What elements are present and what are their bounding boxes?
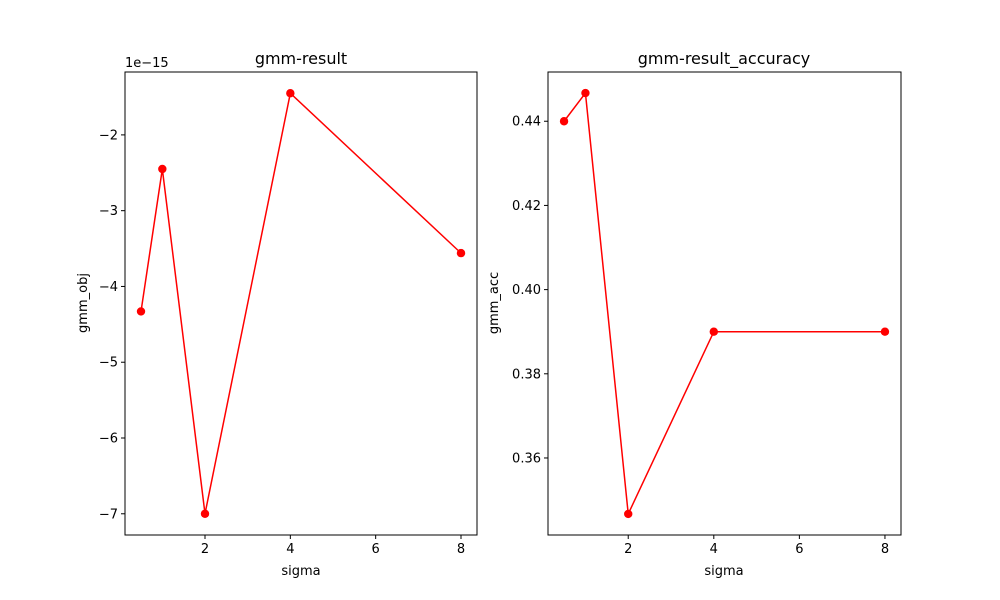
data-point <box>624 509 633 519</box>
y-tick-label: −7 <box>99 507 118 522</box>
x-tick-label: 4 <box>286 542 294 557</box>
y-tick-label: −6 <box>99 432 118 447</box>
axis-ticks: 2 4 6 8 −7 −6 −5 −4 −3 −2 <box>99 128 465 557</box>
x-tick-label: 4 <box>710 542 718 557</box>
data-point <box>200 509 210 518</box>
subplot-gmm-result: gmm-result 1e−15 sigma gmm_obj 2 4 6 8 −7 −6 −… <box>76 49 478 579</box>
data-point <box>456 248 466 258</box>
plot-area <box>136 89 466 518</box>
y-tick-label: 0.44 <box>512 115 541 130</box>
y-tick-label: 0.38 <box>512 367 541 382</box>
data-point <box>136 307 146 316</box>
data-point <box>880 327 890 336</box>
subplot-gmm-result-accuracy: gmm-result_accuracy sigma gmm_acc 2 4 6 8 0.… <box>487 49 902 579</box>
x-tick-label: 8 <box>457 542 465 557</box>
y-axis-label: gmm_acc <box>487 272 502 334</box>
y-tick-label: 0.42 <box>512 199 541 214</box>
axis-ticks: 2 4 6 8 0.36 0.38 0.40 0.42 0.44 <box>512 115 889 557</box>
chart-title: gmm-result_accuracy <box>638 49 811 69</box>
x-tick-label: 2 <box>624 542 632 557</box>
x-tick-label: 8 <box>881 542 889 557</box>
data-point <box>559 117 569 126</box>
x-tick-label: 6 <box>372 542 380 557</box>
axes-frame <box>547 71 902 536</box>
chart-title: gmm-result <box>255 49 347 68</box>
plot-area <box>559 88 890 519</box>
y-offset-text: 1e−15 <box>125 56 169 71</box>
axes-frame <box>124 71 478 536</box>
data-point <box>286 89 295 98</box>
y-tick-label: 0.36 <box>512 451 541 466</box>
data-point <box>581 88 590 98</box>
y-tick-label: −2 <box>99 128 118 143</box>
x-tick-label: 6 <box>795 542 803 557</box>
data-point <box>158 164 167 174</box>
y-axis-label: gmm_obj <box>76 273 91 333</box>
y-tick-label: 0.40 <box>512 283 541 298</box>
y-tick-label: −4 <box>99 280 118 295</box>
y-tick-label: −3 <box>99 204 118 219</box>
y-tick-label: −5 <box>99 356 118 371</box>
x-axis-label: sigma <box>704 564 743 579</box>
data-point <box>709 327 719 336</box>
x-axis-label: sigma <box>281 564 320 579</box>
x-tick-label: 2 <box>201 542 209 557</box>
